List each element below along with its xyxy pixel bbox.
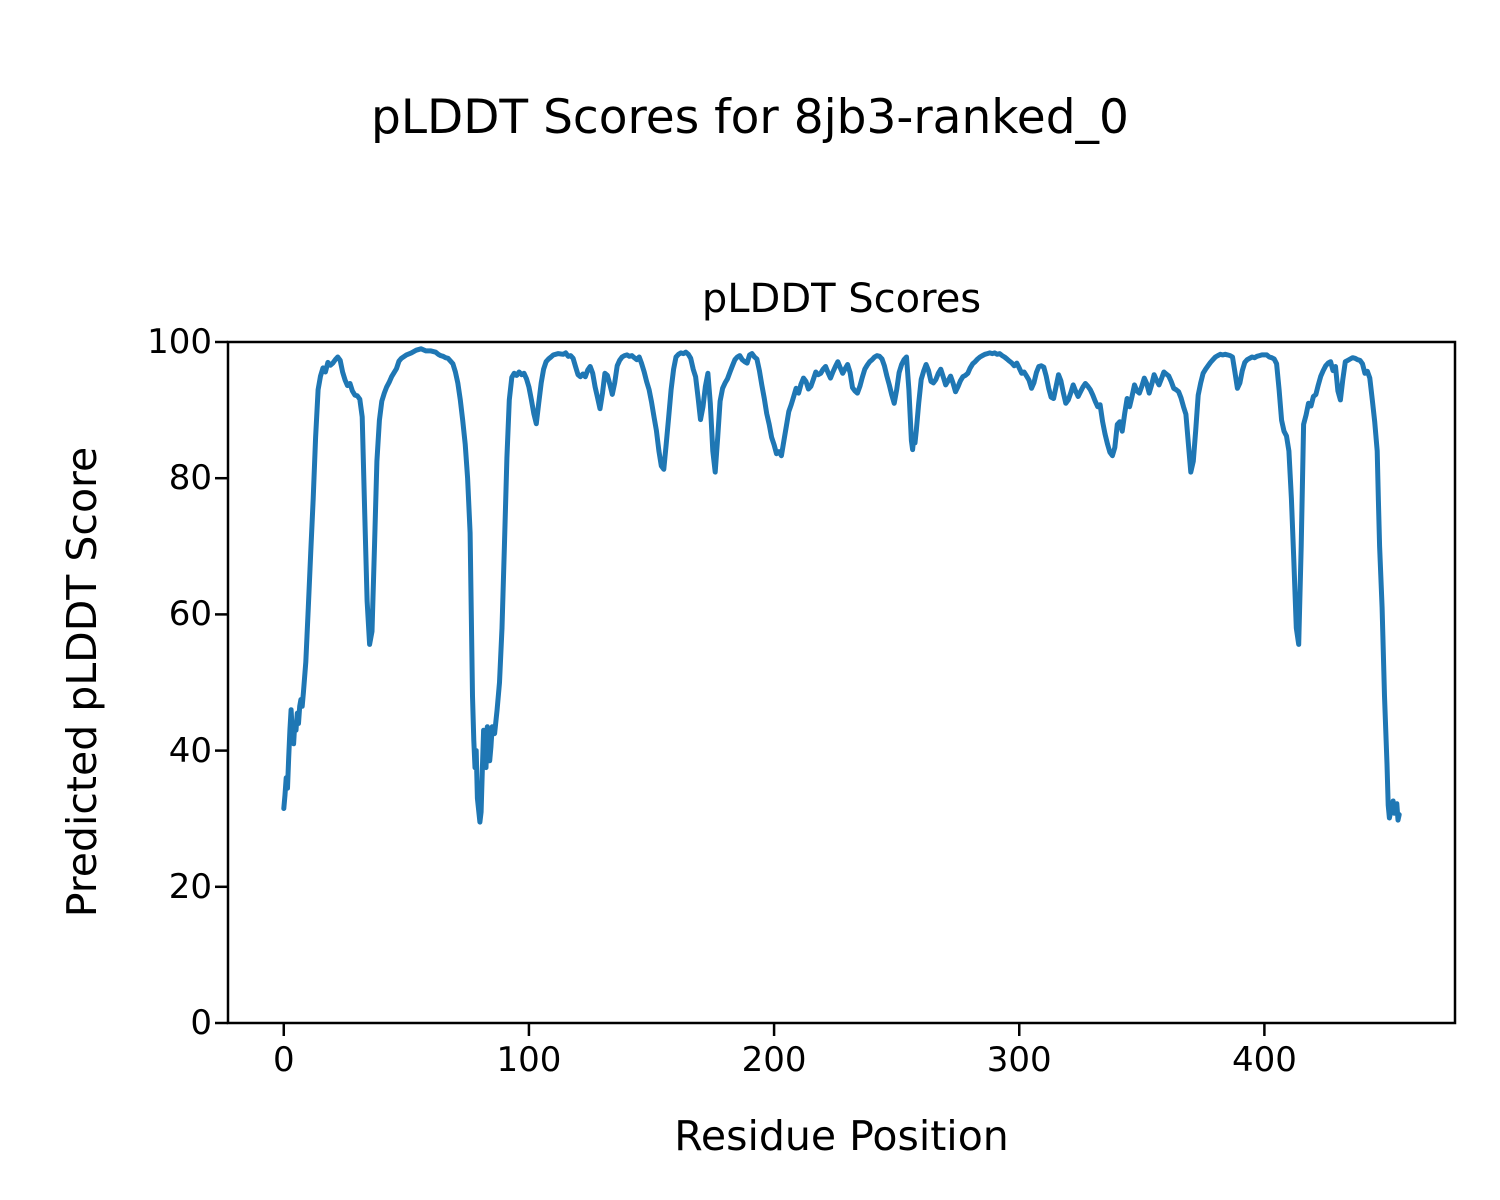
y-tick-label-0: 0 [190,1003,212,1043]
y-tick-label-80: 80 [168,458,212,499]
y-tick-label-100: 100 [147,322,212,362]
x-axis-label: Residue Position [674,1112,1009,1160]
y-tick-label-60: 60 [168,594,212,635]
y-tick-label-20: 20 [168,866,212,907]
x-tick-label-100: 100 [496,1040,562,1080]
plddt-line [281,346,1402,825]
figure-title: pLDDT Scores for 8jb3-ranked_0 [371,90,1129,145]
x-tick-label-0: 0 [272,1040,295,1080]
axes-spines [226,340,1457,1025]
y-tick-label-40: 40 [168,730,212,771]
axes-title: pLDDT Scores [701,276,982,322]
x-tick-label-300: 300 [986,1040,1052,1080]
y-axis-label: Predicted pLDDT Score [58,446,106,918]
x-tick-label-200: 200 [741,1040,807,1080]
x-tick-label-400: 400 [1231,1040,1297,1080]
